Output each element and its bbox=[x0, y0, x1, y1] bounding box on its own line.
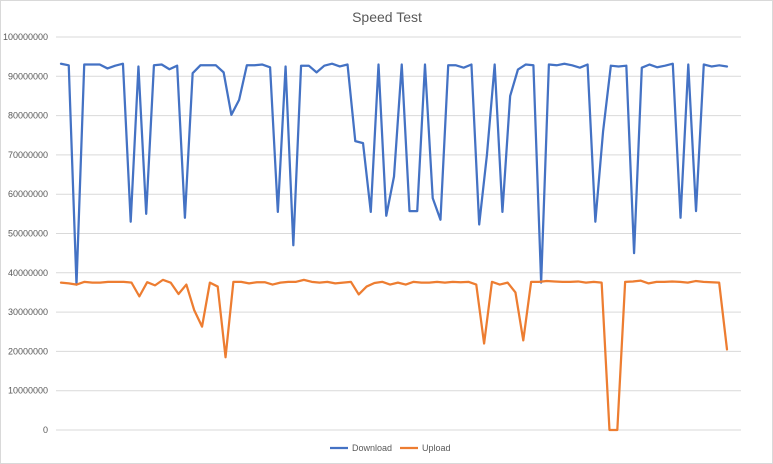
y-tick-label: 100000000 bbox=[3, 32, 48, 42]
legend-label-upload: Upload bbox=[422, 443, 451, 453]
series-lines bbox=[59, 62, 729, 432]
y-tick-label: 60000000 bbox=[8, 189, 48, 199]
y-tick-label: 80000000 bbox=[8, 111, 48, 121]
legend-label-download: Download bbox=[352, 443, 392, 453]
y-tick-label: 50000000 bbox=[8, 229, 48, 239]
y-tick-label: 10000000 bbox=[8, 386, 48, 396]
series-line-upload bbox=[59, 278, 729, 432]
y-tick-label: 0 bbox=[43, 425, 48, 435]
y-tick-label: 70000000 bbox=[8, 150, 48, 160]
y-tick-label: 20000000 bbox=[8, 346, 48, 356]
legend: Download Upload bbox=[330, 443, 451, 453]
y-tick-label: 90000000 bbox=[8, 71, 48, 81]
y-tick-label: 40000000 bbox=[8, 268, 48, 278]
y-axis-tick-labels: 0 10000000 20000000 30000000 40000000 5000000… bbox=[3, 32, 48, 435]
y-tick-label: 30000000 bbox=[8, 307, 48, 317]
series-line-download bbox=[59, 62, 729, 286]
chart-title: Speed Test bbox=[352, 9, 422, 25]
